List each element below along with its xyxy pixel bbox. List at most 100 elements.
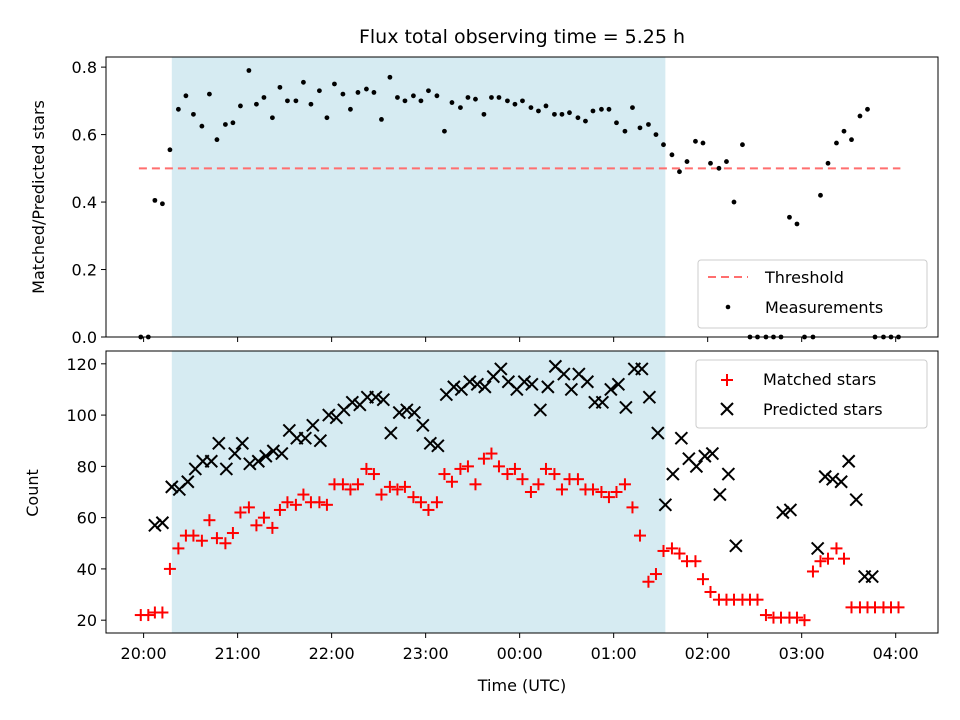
measurement-point bbox=[449, 100, 455, 105]
matched-star-point bbox=[830, 542, 843, 555]
measurement-point bbox=[324, 115, 330, 121]
measurement-point bbox=[254, 101, 259, 107]
measurement-point bbox=[669, 152, 675, 158]
measurement-point bbox=[834, 140, 839, 146]
measurement-point bbox=[285, 98, 290, 104]
measurement-point bbox=[520, 98, 525, 104]
predicted-star-point bbox=[604, 382, 618, 397]
predicted-star-point bbox=[228, 446, 242, 461]
measurement-point bbox=[238, 103, 243, 109]
measurement-point bbox=[183, 93, 189, 99]
predicted-star-point bbox=[666, 467, 680, 481]
measurement-point bbox=[332, 81, 337, 87]
predicted-star-point bbox=[165, 480, 179, 494]
predicted-star-point bbox=[235, 436, 250, 450]
matched-star-point bbox=[751, 593, 764, 606]
matched-star-point bbox=[548, 468, 561, 481]
measurement-point bbox=[214, 137, 220, 143]
measurement-point bbox=[489, 95, 494, 100]
measurement-point bbox=[270, 115, 275, 121]
measurement-point bbox=[653, 132, 659, 137]
predicted-star-point bbox=[651, 426, 665, 440]
count-panel-frame bbox=[105, 350, 939, 634]
matched-star-point bbox=[586, 483, 599, 496]
matched-star-point bbox=[391, 483, 404, 496]
matched-star-point bbox=[203, 514, 216, 527]
matched-star-point bbox=[508, 462, 521, 475]
measurement-point bbox=[481, 111, 487, 117]
predicted-star-point bbox=[674, 431, 689, 445]
ratio-y-tick-label: 0.4 bbox=[72, 193, 97, 212]
predicted-star-point bbox=[705, 446, 720, 461]
matched-star-point bbox=[407, 491, 420, 504]
matched-star-point bbox=[555, 483, 568, 496]
measurement-point bbox=[512, 101, 518, 107]
measurement-point bbox=[849, 137, 854, 143]
ratio-y-tick-label: 0.8 bbox=[72, 58, 97, 77]
matched-star-point bbox=[210, 532, 223, 545]
predicted-star-point bbox=[400, 403, 414, 417]
measurement-point bbox=[818, 192, 823, 198]
measurement-point bbox=[301, 79, 306, 85]
x-tick-label: 00:00 bbox=[497, 644, 543, 663]
matched-star-point bbox=[250, 519, 263, 532]
matched-star-point bbox=[195, 534, 208, 547]
measurement-point bbox=[364, 86, 369, 92]
predicted-star-point bbox=[345, 395, 360, 409]
matched-star-point bbox=[351, 478, 364, 491]
measurement-point bbox=[661, 142, 666, 148]
count-y-tick-label: 80 bbox=[77, 457, 97, 476]
matched-star-point bbox=[524, 486, 537, 498]
matched-star-point bbox=[367, 468, 380, 481]
matched-star-point bbox=[798, 614, 811, 627]
measurement-point bbox=[700, 140, 706, 146]
matched-star-point bbox=[360, 462, 373, 475]
x-axis-label: Time (UTC) bbox=[477, 676, 566, 695]
predicted-star-point bbox=[517, 375, 532, 389]
measurement-point bbox=[348, 106, 353, 112]
chart-title: Flux total observing time = 5.25 h bbox=[359, 26, 685, 48]
measurements-points bbox=[138, 68, 901, 340]
measurement-point bbox=[167, 147, 173, 153]
predicted-star-point bbox=[611, 377, 626, 392]
matched-star-point bbox=[665, 542, 678, 555]
count-x-ticks: 20:00 21:00 22:00 23:00 00:00 01:00 02:00 03:00… bbox=[121, 633, 919, 663]
matched-star-point bbox=[626, 501, 639, 514]
measurement-point bbox=[684, 159, 690, 164]
measurement-point bbox=[575, 115, 581, 121]
predicted-star-point bbox=[834, 475, 848, 489]
predicted-star-point bbox=[447, 380, 461, 394]
matched-star-point bbox=[806, 565, 819, 578]
measurement-point bbox=[583, 118, 588, 124]
matched-star-point bbox=[571, 473, 584, 486]
count-y-tick-label: 120 bbox=[66, 355, 97, 374]
predicted-star-point bbox=[181, 475, 195, 489]
matched-star-point bbox=[273, 503, 286, 516]
ratio-y-tick-label: 0.0 bbox=[72, 328, 97, 347]
predicted-star-point bbox=[729, 539, 743, 553]
predicted-star-point bbox=[721, 467, 736, 481]
count-y-axis-label: Count bbox=[23, 469, 42, 517]
predicted-star-point bbox=[689, 459, 704, 474]
predicted-star-point bbox=[478, 380, 492, 394]
measurement-point bbox=[637, 125, 643, 131]
predicted-star-point bbox=[416, 418, 430, 433]
matched-star-point bbox=[539, 462, 552, 475]
count-y-tick-label: 100 bbox=[66, 406, 97, 425]
count-y-tick-label: 20 bbox=[77, 611, 97, 630]
ratio-panel-frame bbox=[105, 56, 939, 338]
measurement-point bbox=[646, 122, 651, 127]
measurement-point bbox=[277, 84, 283, 90]
matched-star-point bbox=[814, 555, 827, 568]
measurement-point bbox=[434, 93, 440, 99]
measurement-point bbox=[724, 159, 729, 164]
predicted-star-point bbox=[212, 436, 226, 450]
matched-star-point bbox=[156, 606, 169, 619]
count-y-tick-label: 40 bbox=[77, 560, 97, 579]
ratio-y-tick-label: 0.2 bbox=[72, 261, 97, 280]
predicted-star-point bbox=[525, 377, 539, 392]
predicted-star-point bbox=[849, 492, 863, 507]
predicted-star-point bbox=[155, 516, 170, 530]
matched-star-point bbox=[438, 468, 451, 481]
x-tick-label: 01:00 bbox=[591, 644, 637, 663]
